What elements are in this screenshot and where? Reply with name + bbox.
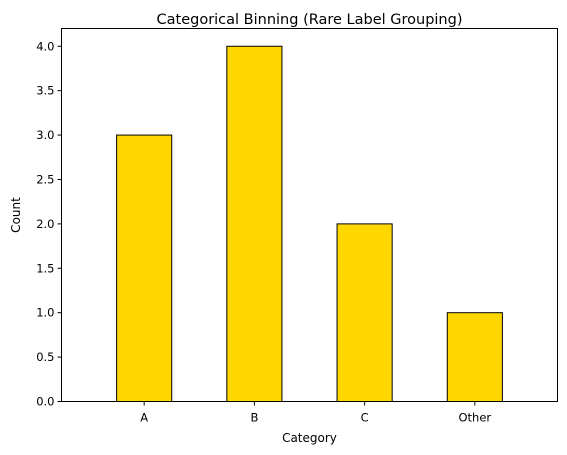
chart-title: Categorical Binning (Rare Label Grouping… xyxy=(157,12,463,28)
y-tick-label: 2.0 xyxy=(36,217,54,231)
x-axis: A B C Other xyxy=(140,401,492,425)
y-tick-label: 1.0 xyxy=(36,306,54,320)
plot-frame xyxy=(61,28,558,402)
y-axis-label: Count xyxy=(9,197,23,233)
y-tick-label: 1.5 xyxy=(36,261,54,275)
x-axis-label: Category xyxy=(282,431,337,445)
y-tick-label: 0.0 xyxy=(36,395,54,409)
y-tick-label: 4.0 xyxy=(36,39,54,53)
x-tick-label: C xyxy=(361,411,369,425)
y-tick-label: 3.5 xyxy=(36,84,54,98)
y-tick-label: 0.5 xyxy=(36,350,54,364)
bar-b xyxy=(226,45,283,403)
bar-other xyxy=(446,312,503,403)
plot-area xyxy=(116,45,503,403)
x-tick-label: Other xyxy=(459,411,492,425)
x-tick-label: A xyxy=(140,411,148,425)
bar-c xyxy=(336,223,393,402)
y-tick-label: 3.0 xyxy=(36,128,54,142)
y-tick-label: 2.5 xyxy=(36,172,54,186)
bar-a xyxy=(116,134,173,402)
x-tick-label: B xyxy=(250,411,258,425)
y-axis: 0.0 0.5 1.0 1.5 2.0 2.5 3.0 3.5 4.0 xyxy=(36,39,62,409)
